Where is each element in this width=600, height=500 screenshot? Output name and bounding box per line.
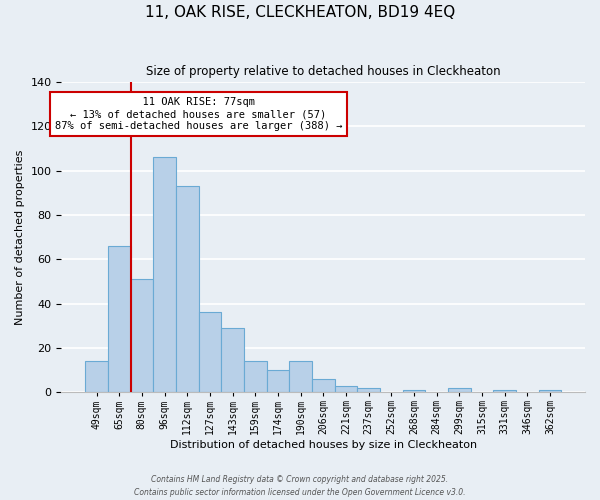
Bar — [335, 386, 357, 392]
Y-axis label: Number of detached properties: Number of detached properties — [15, 150, 25, 325]
Bar — [85, 361, 108, 392]
Title: Size of property relative to detached houses in Cleckheaton: Size of property relative to detached ho… — [146, 65, 500, 78]
Bar — [403, 390, 425, 392]
Bar — [108, 246, 131, 392]
Bar — [539, 390, 561, 392]
Bar — [448, 388, 470, 392]
Bar — [493, 390, 516, 392]
X-axis label: Distribution of detached houses by size in Cleckheaton: Distribution of detached houses by size … — [170, 440, 477, 450]
Bar — [244, 361, 266, 392]
Bar — [153, 158, 176, 392]
Text: Contains HM Land Registry data © Crown copyright and database right 2025.
Contai: Contains HM Land Registry data © Crown c… — [134, 476, 466, 497]
Bar — [266, 370, 289, 392]
Bar — [312, 379, 335, 392]
Text: 11 OAK RISE: 77sqm  
← 13% of detached houses are smaller (57)
87% of semi-detac: 11 OAK RISE: 77sqm ← 13% of detached hou… — [55, 98, 342, 130]
Bar — [289, 361, 312, 392]
Bar — [357, 388, 380, 392]
Bar — [176, 186, 199, 392]
Bar — [199, 312, 221, 392]
Bar — [131, 279, 153, 392]
Text: 11, OAK RISE, CLECKHEATON, BD19 4EQ: 11, OAK RISE, CLECKHEATON, BD19 4EQ — [145, 5, 455, 20]
Bar — [221, 328, 244, 392]
